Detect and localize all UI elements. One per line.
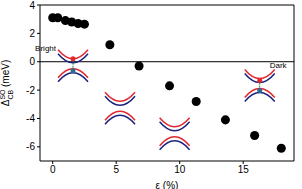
svg-text:0: 0: [29, 56, 35, 67]
svg-text:Dark: Dark: [270, 61, 288, 70]
svg-text:ε (%): ε (%): [156, 180, 179, 189]
svg-text:-6: -6: [26, 141, 35, 152]
svg-text:0: 0: [50, 164, 56, 175]
svg-text:5: 5: [113, 164, 119, 175]
html-text:SO: SO: [0, 89, 6, 100]
svg-text:15: 15: [238, 164, 250, 175]
svg-text:-4: -4: [26, 113, 35, 124]
svg-text:-2: -2: [26, 85, 35, 96]
svg-text:ΔSOCB (meV): ΔSOCB (meV): [8, 60, 14, 107]
svg-text:Bright: Bright: [35, 44, 57, 53]
svg-text:10: 10: [174, 164, 186, 175]
svg-text:4: 4: [29, 0, 35, 11]
html-text:Δ: Δ: [0, 99, 11, 107]
svg-text:2: 2: [29, 28, 35, 39]
